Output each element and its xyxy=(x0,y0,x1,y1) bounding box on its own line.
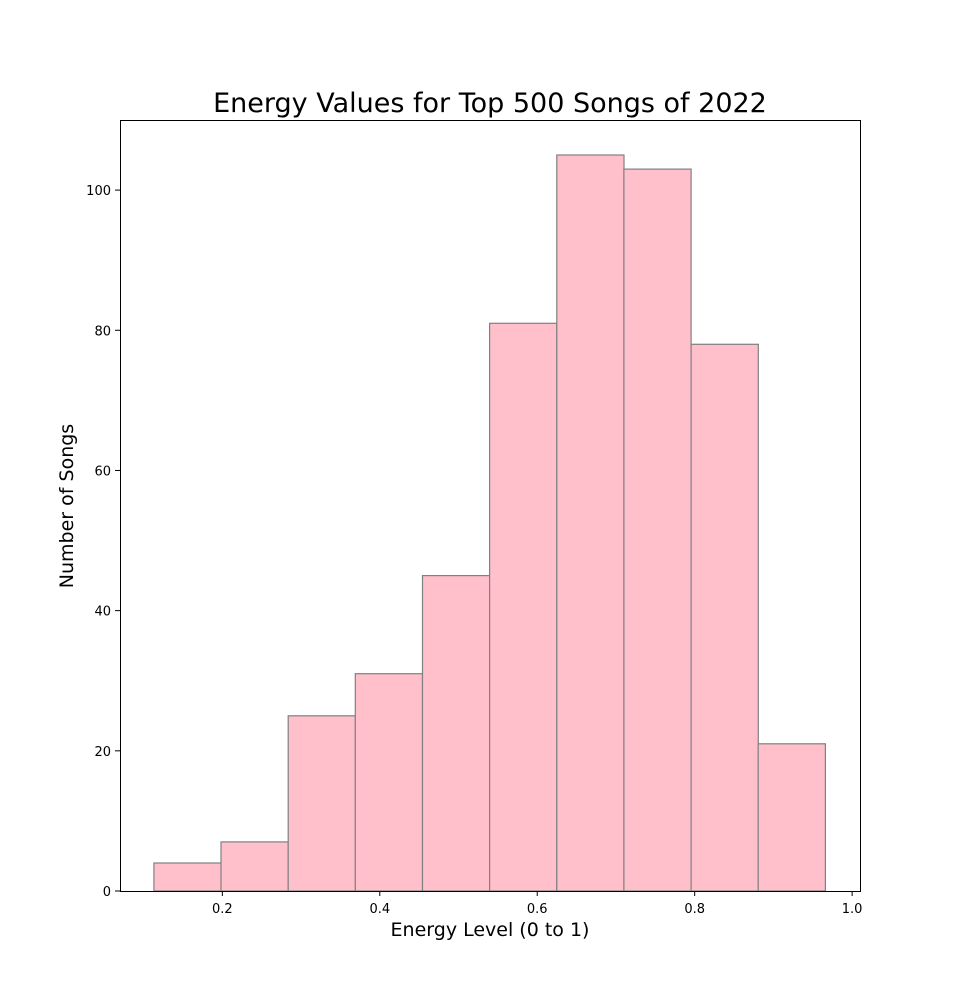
histogram-bar xyxy=(557,155,624,891)
histogram-bar xyxy=(691,344,758,891)
bars-group xyxy=(154,155,826,891)
x-tick-label: 1.0 xyxy=(842,902,863,917)
y-tick-label: 100 xyxy=(86,184,111,199)
histogram-bar xyxy=(490,323,557,891)
histogram-bar xyxy=(758,744,825,891)
x-tick-label: 0.6 xyxy=(527,902,548,917)
y-tick-label: 20 xyxy=(94,745,111,760)
x-tick-label: 0.2 xyxy=(212,902,233,917)
x-tick-label: 0.8 xyxy=(684,902,705,917)
y-tick-label: 40 xyxy=(94,605,111,620)
chart-title: Energy Values for Top 500 Songs of 2022 xyxy=(213,88,767,119)
y-tick-label: 80 xyxy=(94,324,111,339)
histogram-bar xyxy=(423,576,490,891)
histogram-bar xyxy=(288,716,355,891)
y-tick-label: 60 xyxy=(94,464,111,479)
y-axis-label: Number of Songs xyxy=(56,424,78,588)
x-axis-label: Energy Level (0 to 1) xyxy=(391,919,590,941)
x-tick-label: 0.4 xyxy=(369,902,390,917)
y-tick-label: 0 xyxy=(103,885,111,900)
y-axis-ticks: 0 20 40 60 80 100 xyxy=(86,184,120,900)
histogram-bar xyxy=(355,674,422,891)
histogram-bar xyxy=(154,863,221,891)
histogram-bar xyxy=(624,169,691,891)
histogram-bar xyxy=(221,842,288,891)
x-axis-ticks: 0.2 0.4 0.6 0.8 1.0 xyxy=(212,891,862,917)
